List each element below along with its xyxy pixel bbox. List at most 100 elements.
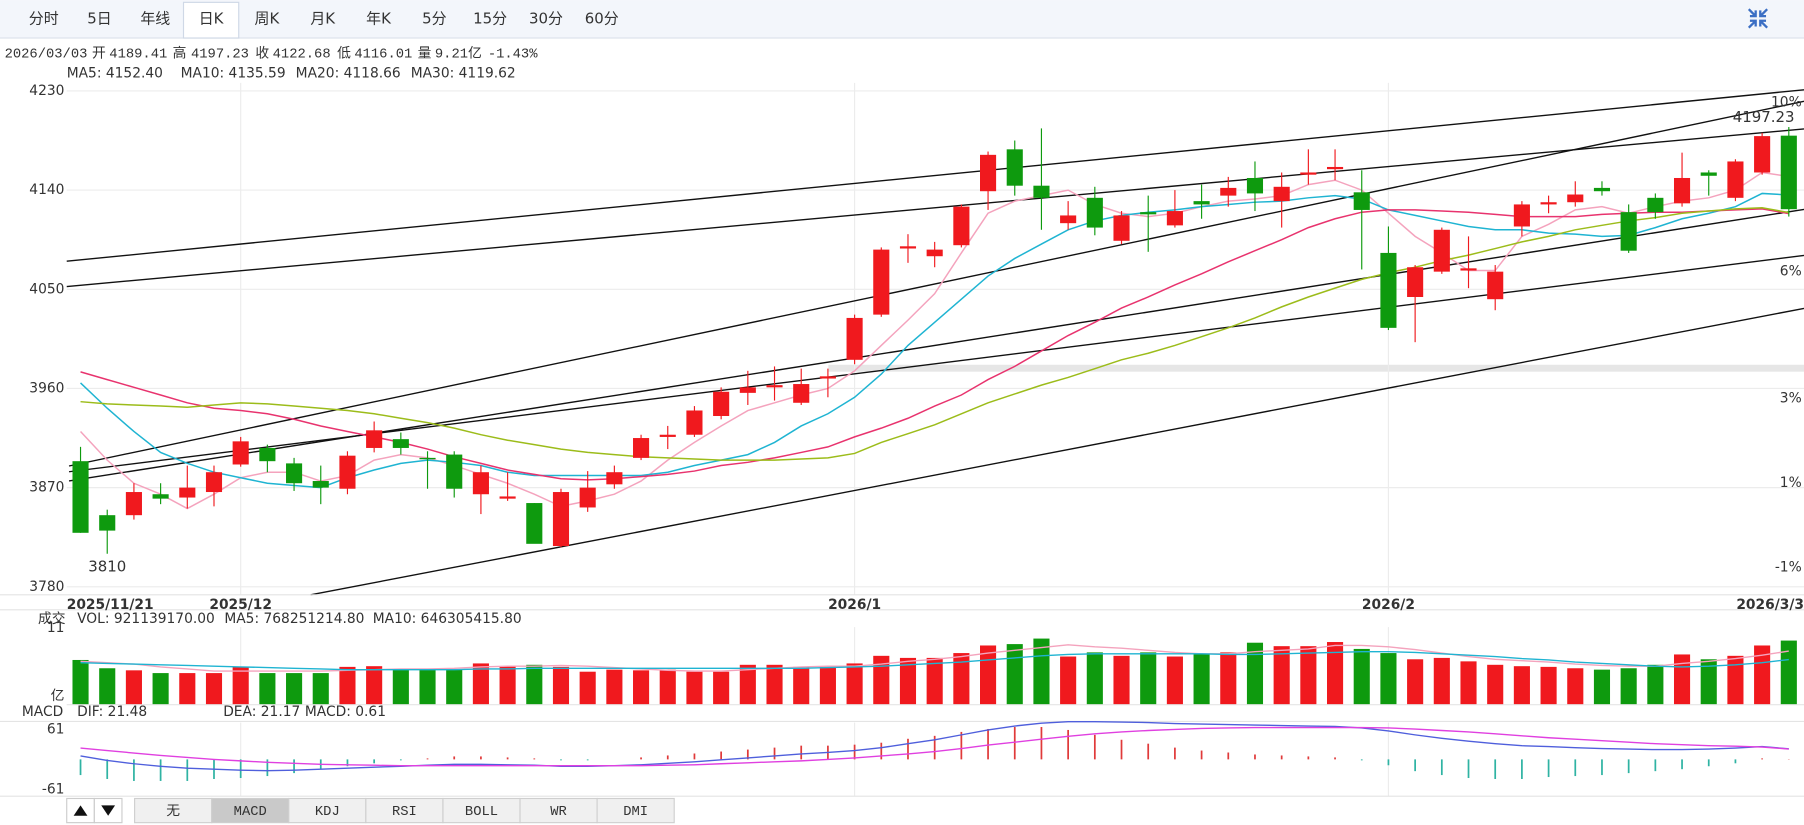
macd-bar bbox=[1601, 759, 1603, 776]
candle-body bbox=[1326, 166, 1344, 170]
candle-body bbox=[179, 487, 196, 498]
y-tick-label: 3960 bbox=[29, 380, 64, 396]
macd-bar bbox=[1654, 759, 1657, 772]
macd-bar bbox=[106, 759, 109, 779]
indicator-tab-bg[interactable] bbox=[365, 797, 444, 824]
toolbar-tab[interactable]: 30分 bbox=[529, 10, 563, 28]
volume-bar bbox=[446, 669, 463, 705]
candle-body bbox=[1407, 267, 1424, 297]
indicator-tab[interactable]: RSI bbox=[392, 805, 417, 820]
volume-bar bbox=[1780, 640, 1797, 705]
volume-bar bbox=[179, 673, 196, 705]
macd-bar bbox=[506, 757, 509, 760]
volume-bar bbox=[1593, 669, 1611, 705]
toolbar-tab[interactable]: 周K bbox=[255, 10, 281, 28]
toolbar-tab[interactable]: 15分 bbox=[473, 10, 507, 28]
toolbar-tab[interactable]: 5日 bbox=[87, 10, 111, 28]
macd-bar bbox=[853, 744, 856, 760]
y-tick-label: 3870 bbox=[29, 480, 64, 496]
macd-legend: MACD: 0.61 bbox=[305, 704, 386, 720]
candle-body bbox=[526, 503, 543, 544]
volume-bar bbox=[339, 666, 356, 705]
candle-body bbox=[1273, 186, 1290, 202]
volume-bar bbox=[713, 671, 730, 705]
volume-bar bbox=[1113, 655, 1130, 705]
volume-bar bbox=[72, 659, 89, 705]
indicator-tab-bg[interactable] bbox=[134, 797, 213, 824]
candle-body bbox=[446, 454, 463, 489]
indicator-tab-bg[interactable] bbox=[442, 797, 521, 824]
macd-bar bbox=[987, 728, 989, 760]
toolbar-tab[interactable]: 年K bbox=[366, 10, 392, 28]
toolbar-tab[interactable]: 60分 bbox=[585, 10, 619, 28]
up-arrow[interactable] bbox=[73, 805, 88, 816]
indicator-tab-bg[interactable] bbox=[596, 797, 675, 824]
volume-bar bbox=[739, 664, 756, 705]
candle-body bbox=[1193, 201, 1210, 205]
fullscreen-glyph[interactable] bbox=[1747, 8, 1768, 29]
macd-bar bbox=[1040, 727, 1043, 760]
dif-legend: DIF: 21.48 bbox=[77, 704, 147, 720]
toolbar-tab[interactable]: 月K bbox=[310, 10, 336, 28]
macd-bar bbox=[1387, 759, 1390, 766]
indicator-tab[interactable]: KDJ bbox=[315, 805, 340, 820]
fullscreen-icon[interactable] bbox=[1747, 8, 1768, 29]
indicator-tab[interactable]: DMI bbox=[623, 805, 648, 820]
macd-bar bbox=[933, 735, 936, 760]
macd-bar bbox=[746, 749, 749, 760]
volume-bar bbox=[205, 673, 223, 705]
candle-body bbox=[713, 391, 730, 417]
macd-bar bbox=[346, 759, 349, 767]
macd-bar bbox=[693, 753, 696, 760]
indicator-tab[interactable]: 无 bbox=[166, 804, 180, 820]
y2-tick-label: 1% bbox=[1780, 475, 1802, 491]
candle-body bbox=[1620, 212, 1637, 251]
toolbar-tab[interactable]: 日K bbox=[199, 10, 225, 28]
indicator-tab[interactable]: WR bbox=[550, 805, 567, 820]
quote-item: 4189.41 bbox=[109, 48, 167, 63]
vol-tick-label: 11 bbox=[47, 620, 65, 636]
candle-body bbox=[1727, 161, 1744, 198]
macd-bar bbox=[1360, 759, 1363, 761]
vol-legend: VOL: 921139170.00 bbox=[77, 611, 215, 627]
volume-bar bbox=[926, 657, 943, 705]
candle-body bbox=[1166, 211, 1183, 226]
down-arrow[interactable] bbox=[101, 805, 116, 816]
macd-bar bbox=[1174, 747, 1176, 760]
candle-body bbox=[286, 463, 303, 484]
volume-bar bbox=[1487, 664, 1504, 705]
candle-body bbox=[1246, 177, 1264, 194]
volume-bar bbox=[899, 657, 917, 705]
candle-body bbox=[366, 430, 383, 448]
trend-line bbox=[66, 128, 1804, 288]
candle-body bbox=[125, 492, 142, 516]
candle-body bbox=[419, 457, 436, 460]
candle-body bbox=[739, 387, 756, 393]
candle-body bbox=[1700, 172, 1717, 176]
candle-body bbox=[819, 376, 836, 379]
toolbar-bg bbox=[0, 0, 1804, 39]
toolbar-tab[interactable]: 分时 bbox=[29, 10, 59, 28]
trend-lines bbox=[66, 89, 1804, 596]
volume-bar bbox=[152, 673, 169, 705]
macd-bar bbox=[773, 747, 776, 760]
volume-bar bbox=[659, 669, 676, 705]
volume-bar bbox=[526, 664, 543, 705]
toolbar-tab[interactable]: 5分 bbox=[422, 10, 447, 28]
toolbar-tab[interactable]: 年线 bbox=[140, 10, 170, 28]
volume-bar bbox=[1060, 656, 1077, 705]
ma-legend: MA20: 4118.66 bbox=[296, 66, 401, 82]
macd-bar bbox=[880, 742, 883, 760]
dea-legend: DEA: 21.17 bbox=[223, 704, 300, 720]
tab-selected-bg[interactable] bbox=[182, 1, 240, 39]
indicator-tab[interactable]: MACD bbox=[234, 805, 267, 820]
macd-bar bbox=[560, 759, 562, 761]
trend-line bbox=[68, 100, 1804, 467]
macd-bar bbox=[1067, 729, 1069, 760]
indicator-tab-bg[interactable] bbox=[211, 797, 290, 824]
volume-bar bbox=[312, 673, 329, 705]
indicator-tab[interactable]: BOLL bbox=[465, 805, 498, 820]
macd-bar bbox=[426, 758, 429, 760]
candle-body bbox=[1380, 252, 1397, 328]
quote-item: 低 bbox=[337, 46, 351, 63]
